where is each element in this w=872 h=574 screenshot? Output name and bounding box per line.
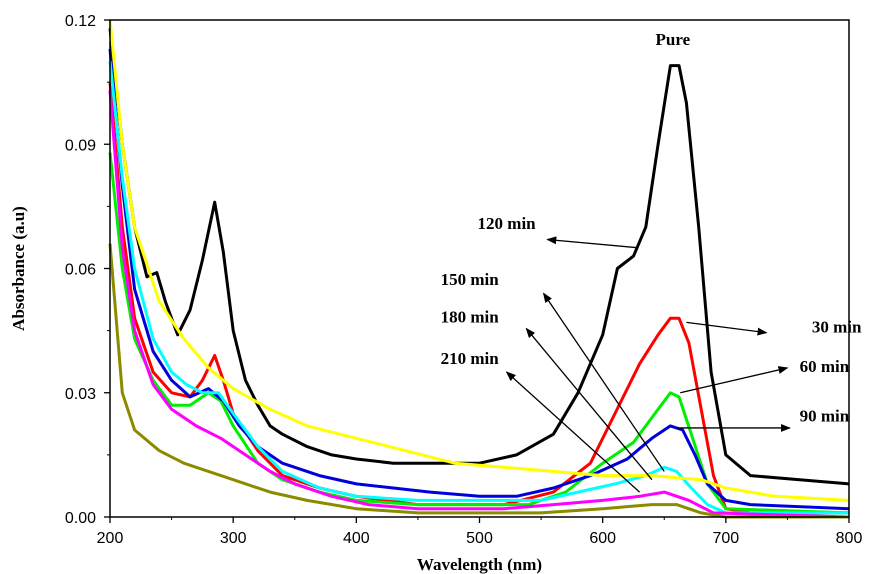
series-annotation: 210 min — [441, 349, 500, 368]
y-tick-label: 0.12 — [65, 13, 96, 30]
series-annotation: 150 min — [441, 270, 500, 289]
series-annotation: Pure — [656, 30, 691, 49]
axis-layer: 200 300 400 500 600 700 800 0.00 0.03 0.06 0.09 0.1… — [65, 13, 863, 547]
annotation-arrow — [686, 321, 768, 336]
x-axis-title: Wavelength (nm) — [417, 555, 542, 574]
x-tick-label: 600 — [589, 530, 616, 547]
x-tick-label: 500 — [466, 530, 493, 547]
y-axis-title: Absorbance (a.u) — [9, 206, 28, 331]
y-tick-label: 0.06 — [65, 262, 96, 279]
series-line-0 — [108, 28, 850, 486]
series-annotation: 90 min — [800, 407, 850, 426]
x-tick-label: 800 — [836, 530, 863, 547]
series-annotation: 180 min — [441, 307, 500, 326]
series-annotation: 60 min — [800, 357, 850, 376]
plot-frame — [109, 19, 850, 518]
series-annotation: 30 min — [812, 318, 862, 337]
annotation-arrow — [525, 327, 653, 481]
annotation-arrow — [505, 371, 641, 493]
annotation-layer: Pure 120 min 150 min 180 min 210 min 30 min 60… — [441, 30, 862, 426]
annotation-arrow — [542, 292, 665, 472]
x-tick-label: 300 — [220, 530, 247, 547]
series-line-5 — [108, 90, 850, 519]
series-line-2 — [108, 152, 850, 515]
series-line-4 — [108, 61, 849, 515]
series-line-1 — [108, 81, 849, 515]
annotation-arrow — [680, 366, 789, 394]
y-tick-label: 0.00 — [65, 510, 96, 527]
series-layer — [108, 19, 850, 519]
x-tick-label: 400 — [343, 530, 370, 547]
arrow-layer — [505, 236, 791, 493]
series-annotation: 120 min — [478, 214, 537, 233]
y-tick-label: 0.03 — [65, 386, 96, 403]
x-tick-label: 700 — [712, 530, 739, 547]
series-line-6 — [108, 19, 850, 502]
y-tick-label: 0.09 — [65, 137, 96, 154]
series-line-7 — [108, 243, 849, 519]
x-tick-label: 200 — [97, 530, 124, 547]
series-line-3 — [108, 48, 850, 511]
annotation-arrow — [546, 236, 639, 249]
